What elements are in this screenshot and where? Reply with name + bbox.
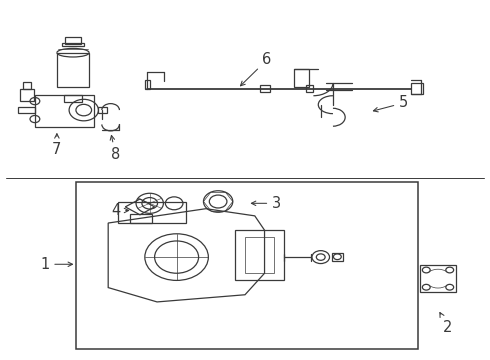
Bar xyxy=(35,95,94,127)
Bar xyxy=(145,80,150,89)
Text: 6: 6 xyxy=(241,52,271,86)
Bar xyxy=(57,53,89,87)
Bar xyxy=(23,82,31,89)
Text: 5: 5 xyxy=(373,95,409,112)
Bar xyxy=(260,85,270,92)
Text: 8: 8 xyxy=(110,135,120,162)
Text: 7: 7 xyxy=(52,134,62,157)
Bar xyxy=(20,89,34,101)
Text: 4: 4 xyxy=(111,203,129,218)
Bar xyxy=(65,37,81,44)
Bar xyxy=(98,107,107,113)
Bar xyxy=(419,265,456,292)
Bar xyxy=(130,214,152,223)
Bar xyxy=(118,202,186,223)
Text: 2: 2 xyxy=(440,312,452,334)
Bar xyxy=(294,69,309,87)
Bar xyxy=(64,95,82,102)
Text: 3: 3 xyxy=(251,196,281,211)
Bar xyxy=(62,43,84,46)
Bar xyxy=(18,107,35,113)
Bar xyxy=(411,83,423,94)
Bar xyxy=(306,85,314,92)
Bar xyxy=(76,182,418,348)
Bar xyxy=(235,230,284,280)
Text: 1: 1 xyxy=(40,257,73,272)
Bar xyxy=(332,253,343,261)
Bar xyxy=(245,237,274,273)
